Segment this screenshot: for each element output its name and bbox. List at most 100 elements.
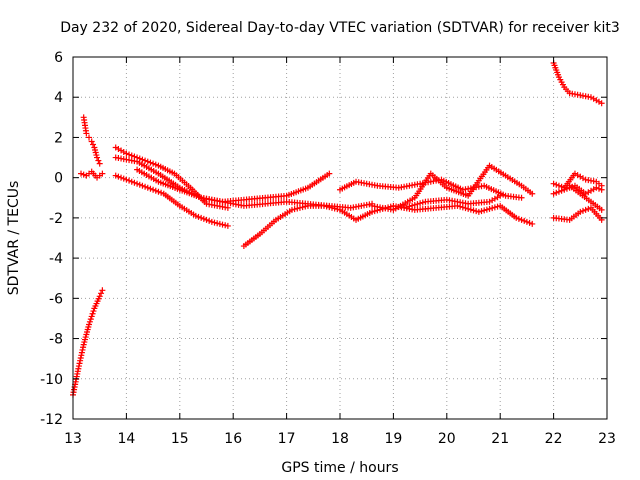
series-s12 — [550, 60, 605, 107]
data-point-s14-5 — [563, 185, 570, 192]
data-point-s14-19 — [598, 186, 605, 193]
data-point-s4-4 — [123, 150, 130, 157]
data-point-s12-25 — [598, 100, 605, 107]
data-point-s2-16 — [96, 160, 103, 167]
data-point-s11-1 — [403, 204, 410, 211]
y-tick-label--8: -8 — [49, 332, 63, 348]
data-point-s5-14 — [150, 186, 157, 193]
data-point-s8-97 — [481, 207, 488, 214]
data-point-s11-5 — [414, 201, 421, 208]
data-point-s8-37 — [326, 204, 333, 211]
data-point-s2-8 — [88, 138, 95, 145]
data-point-s8-23 — [288, 206, 295, 213]
series-s2 — [80, 114, 103, 167]
data-point-s8-101 — [491, 204, 498, 211]
data-point-s8-114 — [521, 217, 528, 224]
data-point-s5-33 — [192, 212, 199, 219]
data-point-s5-16 — [155, 188, 162, 195]
data-point-s8-100 — [489, 205, 496, 212]
data-point-s5-11 — [142, 183, 149, 190]
data-point-s5-35 — [198, 214, 205, 221]
data-point-s8-28 — [302, 203, 309, 210]
data-point-s5-37 — [203, 216, 210, 223]
data-point-s13-0 — [550, 180, 557, 187]
data-point-s15-13 — [582, 206, 589, 213]
data-point-s4-15 — [152, 161, 159, 168]
data-point-s5-1 — [115, 173, 122, 180]
series-s7 — [134, 166, 376, 211]
data-point-s5-43 — [219, 221, 226, 228]
x-axis-title: GPS time / hours — [281, 460, 398, 476]
x-tick-labels: 13 14 15 16 17 18 19 20 21 22 23 — [64, 431, 616, 447]
series-s1 — [70, 287, 106, 398]
data-point-s1-38 — [96, 293, 103, 300]
data-point-s4-12 — [144, 158, 151, 165]
data-point-s5-3 — [120, 175, 127, 182]
data-point-s1-40 — [99, 287, 106, 294]
data-point-s5-13 — [147, 185, 154, 192]
data-point-s8-96 — [478, 208, 485, 215]
x-tick-label-18: 18 — [331, 431, 349, 447]
data-point-s8-39 — [331, 205, 338, 212]
data-point-s1-29 — [87, 316, 94, 323]
data-point-s1-27 — [86, 321, 93, 328]
data-point-s5-7 — [131, 179, 138, 186]
data-point-s8-91 — [465, 205, 472, 212]
data-point-s11-7 — [419, 199, 426, 206]
data-point-s9-71 — [518, 194, 525, 201]
x-tick-label-14: 14 — [117, 431, 135, 447]
series-s11 — [401, 192, 504, 211]
data-point-s11-0 — [401, 204, 408, 211]
data-point-s2-15 — [95, 157, 102, 164]
data-point-s3-1 — [80, 171, 87, 178]
y-tick-label-2: 2 — [54, 130, 63, 146]
series-s4 — [112, 144, 231, 211]
data-point-s6-87 — [326, 170, 333, 177]
x-tick-label-16: 16 — [224, 431, 242, 447]
data-point-s4-48 — [224, 204, 231, 211]
data-point-s10-78 — [529, 190, 536, 197]
data-point-s8-25 — [294, 205, 301, 212]
y-tick-label--10: -10 — [40, 372, 63, 388]
x-tick-label-13: 13 — [64, 431, 82, 447]
data-point-s14-3 — [558, 187, 565, 194]
data-point-s11-2 — [406, 203, 413, 210]
data-point-s14-18 — [595, 185, 602, 192]
y-tick-labels: -12 -10 -8 -6 -4 -2 0 2 4 6 — [40, 50, 63, 428]
data-point-s8-98 — [483, 206, 490, 213]
data-point-s5-8 — [134, 180, 141, 187]
data-point-s1-28 — [86, 318, 93, 325]
data-point-s8-38 — [328, 204, 335, 211]
data-point-s1-30 — [88, 313, 95, 320]
data-point-s5-39 — [208, 218, 215, 225]
data-point-s5-5 — [126, 177, 133, 184]
x-tick-label-23: 23 — [598, 431, 616, 447]
data-point-s8-40 — [334, 206, 341, 213]
data-point-s14-17 — [593, 184, 600, 191]
data-point-s5-44 — [222, 222, 229, 229]
data-point-s8-26 — [296, 204, 303, 211]
data-point-s5-34 — [195, 213, 202, 220]
y-tick-label-6: 6 — [54, 50, 63, 66]
data-point-s5-2 — [118, 174, 125, 181]
data-point-s8-27 — [299, 204, 306, 211]
y-tick-label-0: 0 — [54, 171, 63, 187]
data-point-s8-55 — [369, 208, 376, 215]
data-point-s8-35 — [320, 202, 327, 209]
data-point-s3-9 — [99, 170, 106, 177]
data-point-s2-6 — [83, 130, 90, 137]
x-tick-label-19: 19 — [384, 431, 402, 447]
x-tick-label-15: 15 — [171, 431, 189, 447]
data-point-s5-12 — [144, 184, 151, 191]
data-point-s2-7 — [86, 134, 93, 141]
data-point-s14-1 — [553, 189, 560, 196]
data-point-s8-102 — [494, 203, 501, 210]
data-point-s5-4 — [123, 176, 130, 183]
data-point-s15-14 — [585, 205, 592, 212]
series-s13 — [550, 170, 605, 191]
data-point-s5-15 — [152, 187, 159, 194]
axis-ticks — [72, 56, 608, 420]
data-point-s8-94 — [473, 208, 480, 215]
